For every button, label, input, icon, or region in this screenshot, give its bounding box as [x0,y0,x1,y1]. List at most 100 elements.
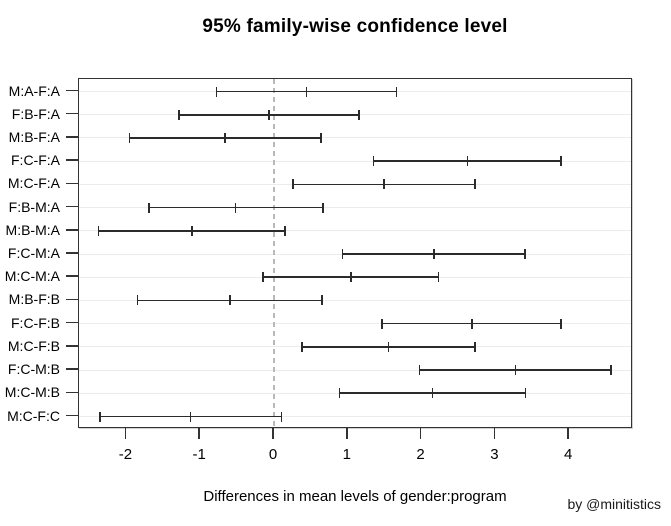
ci-lower-cap [99,411,101,422]
ci-upper-cap [560,156,562,167]
x-tick-label: 2 [416,446,425,463]
y-tick-label: F:C-M:B [7,361,60,378]
ci-estimate-tick [189,411,192,422]
ci-estimate-tick [466,156,469,167]
ci-upper-cap [358,109,360,120]
x-tick-label: -1 [192,446,206,463]
zero-reference-line [273,79,275,427]
ci-estimate-tick [234,202,237,213]
y-tick-label: M:C-F:A [7,175,60,192]
y-tick-label: M:C-M:B [4,384,60,401]
gridline [79,230,631,232]
ci-upper-cap [395,86,398,97]
y-tick-label: F:B-F:A [11,105,60,122]
y-axis-tick [66,321,78,324]
x-axis-tick [272,428,274,439]
ci-estimate-tick [431,388,434,399]
watermark-credit: by @minitistics [567,496,661,512]
ci-lower-cap [136,295,139,306]
ci-estimate-tick [387,341,390,352]
ci-estimate-tick [268,109,270,120]
ci-estimate-tick [433,249,435,259]
x-axis-tick [493,428,496,439]
y-axis-tick [66,414,78,417]
ci-lower-cap [292,179,294,190]
y-axis-tick [66,275,78,277]
gridline [79,369,631,371]
y-tick-label: M:B-M:A [5,221,60,238]
ci-estimate-tick [470,318,473,329]
y-tick-label: F:C-F:B [11,314,60,331]
y-axis-tick [66,205,78,208]
y-tick-label: M:C-F:C [7,407,60,424]
ci-estimate-tick [349,272,352,283]
ci-lower-cap [338,388,341,399]
ci-estimate-tick [383,179,385,190]
ci-upper-cap [437,272,440,283]
chart-title: 95% family-wise confidence level [202,16,508,37]
x-tick-label: -2 [118,446,133,463]
y-axis-tick [66,89,78,92]
x-axis-tick [124,428,127,439]
gridline [79,207,631,209]
ci-lower-cap [418,365,421,376]
y-axis-tick [66,298,78,301]
gridline [79,323,631,325]
ci-lower-cap [301,341,303,352]
gridline [79,160,631,162]
ci-upper-cap [610,365,613,376]
y-tick-label: M:B-F:B [8,291,60,308]
x-tick-label: 1 [342,446,351,463]
x-axis-tick [567,428,569,439]
ci-lower-cap [97,225,100,236]
ci-upper-cap [473,179,476,190]
y-axis-tick [66,252,78,254]
ci-estimate-tick [514,365,517,376]
ci-estimate-tick [224,132,227,143]
ci-upper-cap [473,341,476,352]
gridline [79,137,631,139]
y-tick-label: M:A-F:A [8,82,60,99]
ci-upper-cap [321,295,323,306]
ci-lower-cap [128,132,131,143]
ci-lower-cap [148,202,151,213]
ci-upper-cap [560,318,562,329]
ci-estimate-tick [191,225,193,236]
y-axis-tick [66,182,78,185]
y-tick-label: F:B-M:A [8,198,60,215]
ci-upper-cap [320,132,323,143]
plot-area [78,78,632,428]
ci-lower-cap [262,272,264,283]
x-tick-label: 4 [564,446,573,463]
gridline [79,299,631,301]
x-axis-tick [198,428,200,439]
ci-lower-cap [380,318,383,329]
ci-estimate-tick [305,86,308,97]
y-axis-tick [66,159,78,161]
ci-lower-cap [341,249,344,259]
x-tick-label: 0 [268,446,278,463]
y-tick-label: M:C-M:A [4,268,60,285]
ci-upper-cap [321,202,324,213]
x-axis-title: Differences in mean levels of gender:pro… [203,488,507,505]
ci-estimate-tick [228,295,231,306]
gridline [79,416,631,417]
ci-lower-cap [372,156,375,167]
ci-lower-cap [177,109,180,120]
y-tick-label: F:C-F:A [11,152,60,169]
y-tick-label: F:C-M:A [7,245,60,261]
y-axis-tick [66,391,78,394]
ci-upper-cap [284,225,286,236]
x-axis-tick [419,428,422,439]
ci-upper-cap [524,249,526,259]
y-axis-tick [66,136,78,138]
ci-lower-cap [215,86,218,97]
y-axis-tick [66,345,78,347]
y-tick-label: M:B-F:A [8,128,60,145]
ci-upper-cap [280,411,283,422]
y-axis-tick [66,368,78,370]
ci-upper-cap [524,388,527,399]
y-axis-tick [66,112,78,115]
x-tick-label: 3 [490,446,499,463]
